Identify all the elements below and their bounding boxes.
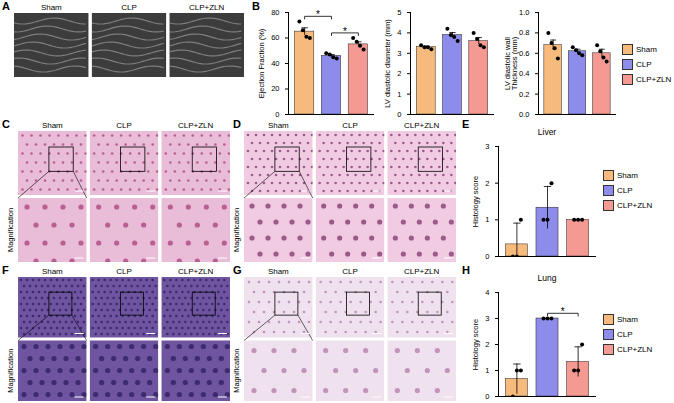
svg-text:0: 0 xyxy=(485,252,489,261)
svg-text:4: 4 xyxy=(485,288,489,297)
svg-text:20: 20 xyxy=(271,84,279,93)
svg-text:E: E xyxy=(462,118,469,130)
svg-text:1: 1 xyxy=(485,366,489,375)
html-text:Sham: Sham xyxy=(617,171,638,180)
svg-text:*: * xyxy=(316,9,320,20)
svg-text:0.4: 0.4 xyxy=(519,69,529,78)
svg-text:Ejection Fraction (%): Ejection Fraction (%) xyxy=(257,28,266,98)
svg-text:3: 3 xyxy=(485,314,489,323)
html-text:CLP: CLP xyxy=(636,60,652,69)
svg-text:Magnification: Magnification xyxy=(232,208,241,252)
svg-text:1.0: 1.0 xyxy=(519,8,529,17)
html-text:CLP: CLP xyxy=(617,186,633,195)
svg-text:Sham: Sham xyxy=(42,121,63,130)
html-text:CLP: CLP xyxy=(617,330,633,339)
svg-text:Magnification: Magnification xyxy=(232,349,241,393)
html-text:CLP+ZLN: CLP+ZLN xyxy=(636,75,672,84)
html-text:Lung: Lung xyxy=(537,273,557,283)
svg-text:0.8: 0.8 xyxy=(519,28,529,37)
svg-text:0.0: 0.0 xyxy=(519,110,529,119)
svg-text:1: 1 xyxy=(485,215,489,224)
svg-text:1: 1 xyxy=(397,90,401,99)
svg-text:CLP: CLP xyxy=(116,267,132,276)
svg-text:Histology score: Histology score xyxy=(471,176,480,227)
svg-text:Histology score: Histology score xyxy=(471,319,480,370)
svg-text:0.2: 0.2 xyxy=(519,90,529,99)
svg-text:*: * xyxy=(561,306,565,317)
svg-text:2: 2 xyxy=(397,69,401,78)
svg-text:B: B xyxy=(252,0,260,12)
svg-text:CLP+ZLN: CLP+ZLN xyxy=(404,121,440,130)
svg-text:G: G xyxy=(233,264,242,276)
svg-text:2: 2 xyxy=(485,179,489,188)
svg-text:Sham: Sham xyxy=(41,3,62,12)
svg-text:Sham: Sham xyxy=(268,267,289,276)
svg-text:CLP: CLP xyxy=(116,121,132,130)
svg-text:80: 80 xyxy=(271,8,279,17)
svg-text:*: * xyxy=(343,26,347,37)
svg-text:3: 3 xyxy=(397,49,401,58)
html-text:Sham: Sham xyxy=(617,315,638,324)
svg-text:0.6: 0.6 xyxy=(519,49,529,58)
svg-text:5: 5 xyxy=(397,8,401,17)
svg-text:A: A xyxy=(2,0,10,12)
svg-text:CLP: CLP xyxy=(342,267,358,276)
svg-text:H: H xyxy=(462,264,470,276)
svg-text:0: 0 xyxy=(397,110,401,119)
svg-text:D: D xyxy=(233,118,241,130)
svg-text:0: 0 xyxy=(485,392,489,401)
svg-text:Sham: Sham xyxy=(268,121,289,130)
svg-text:Magnification: Magnification xyxy=(6,208,15,252)
svg-text:40: 40 xyxy=(271,59,279,68)
svg-text:LV diastolic diameter (mm): LV diastolic diameter (mm) xyxy=(383,19,392,108)
svg-text:3: 3 xyxy=(485,142,489,151)
svg-text:CLP+ZLN: CLP+ZLN xyxy=(189,3,225,12)
svg-text:CLP+ZLN: CLP+ZLN xyxy=(178,267,214,276)
html-text:Sham: Sham xyxy=(636,45,657,54)
svg-text:CLP: CLP xyxy=(121,3,137,12)
html-text:Liver: Liver xyxy=(537,127,557,137)
svg-text:LV diastolic wallThickness (mm: LV diastolic wallThickness (mm) xyxy=(503,36,520,90)
html-text:CLP+ZLN: CLP+ZLN xyxy=(617,201,653,210)
svg-text:Sham: Sham xyxy=(42,267,63,276)
svg-text:4: 4 xyxy=(397,28,401,37)
svg-text:2: 2 xyxy=(485,340,489,349)
svg-text:CLP: CLP xyxy=(342,121,358,130)
html-text:CLP+ZLN: CLP+ZLN xyxy=(617,345,653,354)
svg-text:F: F xyxy=(2,264,9,276)
svg-text:Magnification: Magnification xyxy=(6,349,15,393)
svg-text:60: 60 xyxy=(271,33,279,42)
svg-text:C: C xyxy=(2,118,10,130)
svg-text:CLP+ZLN: CLP+ZLN xyxy=(178,121,214,130)
svg-text:CLP+ZLN: CLP+ZLN xyxy=(404,267,440,276)
svg-text:0: 0 xyxy=(275,110,279,119)
